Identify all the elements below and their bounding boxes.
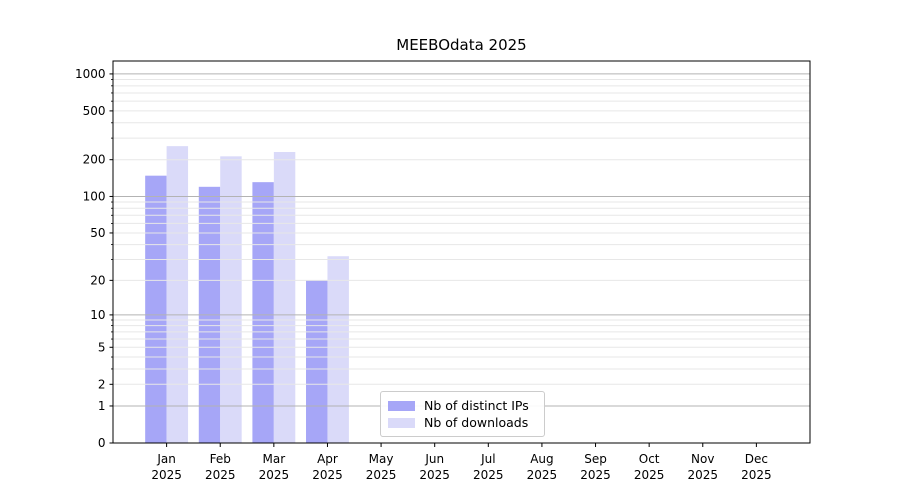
x-tick-label-month: Aug [530, 452, 553, 466]
x-tick-label-month: Oct [639, 452, 660, 466]
x-tick-label-year: 2025 [527, 468, 558, 482]
x-tick-label-year: 2025 [687, 468, 718, 482]
bar-jan-series1 [166, 146, 189, 443]
x-tick-label-year: 2025 [259, 468, 290, 482]
y-tick-label: 0 [98, 436, 106, 450]
y-tick-label: 5 [98, 340, 106, 354]
legend-swatch-distinct-ips [388, 400, 415, 411]
x-tick-label-month: Mar [263, 452, 286, 466]
bar-mar-series1 [273, 152, 296, 444]
bar-mar-series0 [252, 182, 274, 443]
x-tick-label-year: 2025 [419, 468, 450, 482]
x-tick-label-month: Jul [480, 452, 495, 466]
legend-swatch-downloads [388, 417, 415, 428]
x-tick-label-year: 2025 [366, 468, 397, 482]
y-tick-label: 50 [90, 226, 105, 240]
y-tick-label: 500 [83, 104, 106, 118]
bar-jan-series0 [145, 175, 167, 443]
y-tick-label: 1000 [75, 67, 106, 81]
bar-apr-series0 [306, 280, 328, 443]
y-tick-label: 20 [90, 273, 105, 287]
x-tick-label-month: Jan [156, 452, 176, 466]
legend: Nb of distinct IPs Nb of downloads [380, 391, 545, 437]
legend-label-distinct-ips: Nb of distinct IPs [424, 398, 529, 413]
x-tick-label-month: Sep [584, 452, 607, 466]
y-tick-label: 200 [83, 153, 106, 167]
legend-item-distinct-ips: Nb of distinct IPs [388, 398, 536, 413]
bar-feb-series1 [220, 156, 242, 443]
y-tick-label: 2 [98, 377, 106, 391]
bar-apr-series1 [327, 256, 349, 443]
y-tick-label: 1 [98, 399, 106, 413]
x-tick-label-month: Nov [691, 452, 714, 466]
x-tick-label-year: 2025 [151, 468, 182, 482]
y-tick-label: 100 [83, 189, 106, 203]
plot-frame [112, 60, 811, 444]
x-tick-label-month: Apr [317, 452, 338, 466]
x-tick-label-year: 2025 [473, 468, 504, 482]
x-tick-label-year: 2025 [312, 468, 343, 482]
x-tick-label-month: May [369, 452, 394, 466]
y-tick-label: 10 [90, 308, 105, 322]
x-tick-label-year: 2025 [634, 468, 665, 482]
chart-title: MEEBOdata 2025 [396, 36, 527, 54]
x-tick-label-year: 2025 [580, 468, 611, 482]
legend-item-downloads: Nb of downloads [388, 415, 536, 430]
x-tick-label-month: Jun [424, 452, 444, 466]
x-tick-label-month: Feb [210, 452, 231, 466]
x-tick-label-month: Dec [745, 452, 768, 466]
legend-label-downloads: Nb of downloads [424, 415, 529, 430]
x-tick-label-year: 2025 [205, 468, 236, 482]
x-tick-label-year: 2025 [741, 468, 772, 482]
